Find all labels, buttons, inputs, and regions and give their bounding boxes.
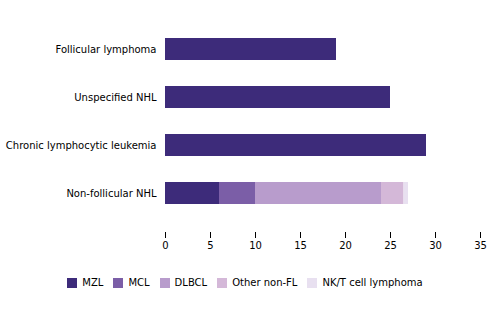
svg-text:35: 35 (474, 240, 487, 251)
svg-text:25: 25 (384, 240, 397, 251)
svg-text:20: 20 (339, 240, 352, 251)
html-text:DLBCL: DLBCL (174, 277, 208, 288)
html-text:MCL: MCL (128, 277, 150, 288)
svg-text:30: 30 (429, 240, 442, 251)
svg-text:5: 5 (207, 240, 213, 251)
svg-text:15: 15 (294, 240, 307, 251)
svg-text:10: 10 (249, 240, 262, 251)
html-text:NK/T cell lymphoma: NK/T cell lymphoma (322, 277, 423, 288)
svg-text:Unspecified NHL: Unspecified NHL (74, 92, 157, 103)
svg-text:Follicular lymphoma: Follicular lymphoma (56, 44, 157, 55)
svg-text:0: 0 (162, 240, 168, 251)
svg-text:Chronic lymphocytic leukemia: Chronic lymphocytic leukemia (6, 140, 157, 151)
svg-text:Non-follicular NHL: Non-follicular NHL (66, 188, 157, 199)
html-text:Other non-FL: Other non-FL (232, 277, 298, 288)
html-text:MZL: MZL (82, 277, 104, 288)
